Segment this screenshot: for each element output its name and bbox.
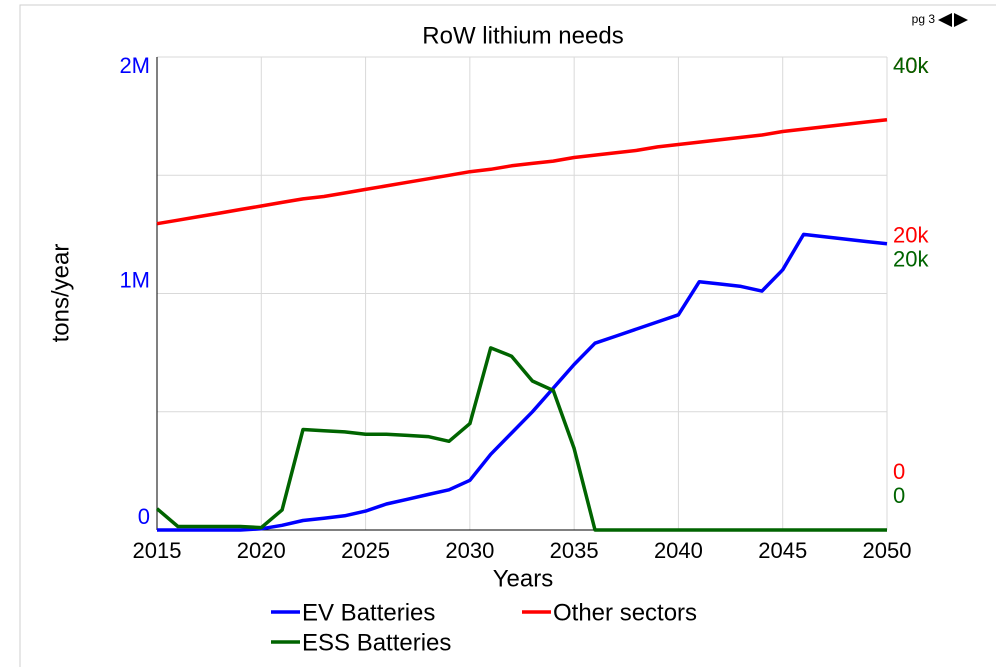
series-line (155, 346, 887, 532)
y2-tick-label: 0 (893, 459, 905, 484)
y-axis-label: tons/year (47, 244, 74, 343)
x-tick-label: 2030 (445, 538, 494, 563)
x-tick-label: 2040 (654, 538, 703, 563)
x-tick-label: 2035 (550, 538, 599, 563)
prev-page-button[interactable] (938, 13, 952, 27)
y3-tick-label: 0 (893, 483, 905, 508)
y2-tick-label: 40k (893, 53, 929, 78)
x-tick-label: 2045 (758, 538, 807, 563)
legend-label: ESS Batteries (302, 629, 451, 656)
x-tick-label: 2015 (133, 538, 182, 563)
y2-tick-label: 20k (893, 222, 929, 247)
series-line (156, 117, 888, 226)
x-tick-label: 2025 (341, 538, 390, 563)
x-tick-label: 2020 (237, 538, 286, 563)
chart-title: RoW lithium needs (422, 22, 623, 49)
next-page-button[interactable] (954, 13, 968, 27)
page-label: pg 3 (912, 12, 936, 26)
y-tick-label: 2M (119, 53, 150, 78)
y-tick-label: 0 (138, 504, 150, 529)
y3-tick-label: 40k (893, 53, 929, 78)
x-axis-label: Years (493, 565, 554, 592)
x-tick-label: 2050 (863, 538, 912, 563)
series-line (157, 232, 888, 532)
legend-label: EV Batteries (302, 599, 435, 626)
y-tick-label: 1M (119, 267, 150, 292)
y3-tick-label: 20k (893, 246, 929, 271)
frame (19, 4, 996, 667)
legend-label: Other sectors (553, 599, 697, 626)
